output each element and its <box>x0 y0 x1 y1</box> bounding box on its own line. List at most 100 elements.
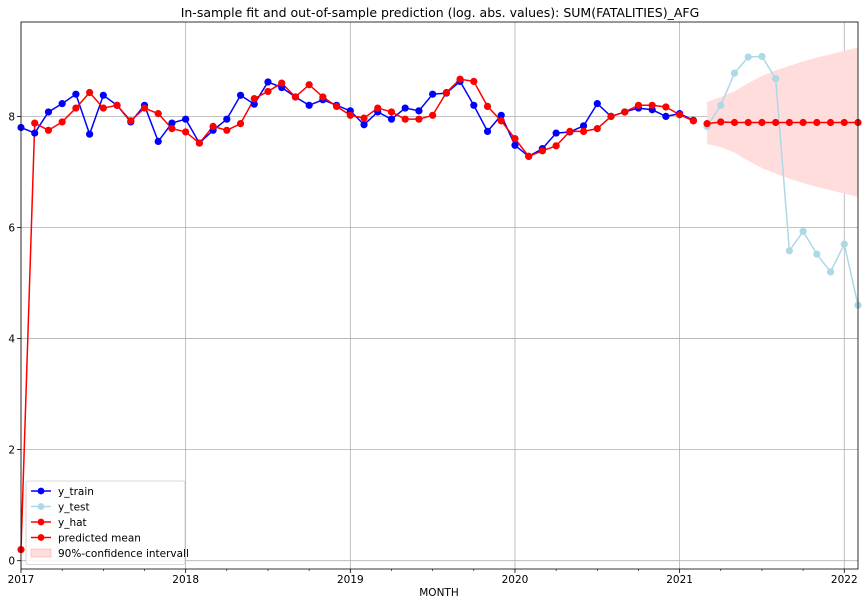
data-point-y-hat <box>305 81 313 89</box>
data-point-predicted-mean <box>772 118 780 127</box>
data-point-y-hat <box>621 108 629 116</box>
data-point-y-hat <box>127 117 135 125</box>
data-point-predicted-mean <box>799 118 807 127</box>
data-point-y-hat <box>689 117 697 125</box>
data-point-y-train <box>415 107 423 115</box>
data-point-y-hat <box>360 114 368 122</box>
data-point-y-hat <box>442 88 450 97</box>
x-tick-label: 2017 <box>8 574 35 586</box>
y-tick-label: 6 <box>8 222 15 234</box>
data-point-y-hat <box>511 135 519 143</box>
data-point-y-hat <box>470 77 478 86</box>
data-point-y-hat <box>538 147 547 155</box>
data-point-y-train <box>154 137 162 145</box>
legend-marker <box>37 487 45 495</box>
data-point-y-train <box>483 127 492 135</box>
data-point-predicted-mean <box>813 118 821 127</box>
x-tick-label: 2021 <box>666 574 693 586</box>
data-point-predicted-mean <box>758 118 766 127</box>
x-axis-label: MONTH <box>419 587 459 599</box>
data-point-y-test <box>813 250 821 258</box>
data-point-predicted-mean <box>744 118 752 127</box>
data-point-y-test <box>717 101 725 109</box>
data-point-y-train <box>236 91 245 99</box>
data-point-y-hat <box>140 104 149 112</box>
data-point-y-train <box>593 100 601 108</box>
y-tick-label: 8 <box>8 111 15 123</box>
data-point-y-hat <box>579 127 588 135</box>
series-line-y-train <box>20 80 694 158</box>
data-point-y-hat <box>552 142 560 150</box>
data-point-y-test <box>799 227 807 235</box>
data-point-y-train <box>662 112 670 121</box>
data-point-y-train <box>552 129 560 137</box>
data-point-y-hat <box>72 104 80 112</box>
plot-area-frame <box>20 21 859 570</box>
legend-patch-swatch <box>30 548 52 558</box>
data-point-y-hat <box>31 119 39 127</box>
y-tick-label: 2 <box>8 445 15 457</box>
legend-marker <box>37 503 45 510</box>
data-point-y-hat <box>236 120 245 128</box>
data-point-y-hat <box>346 111 354 119</box>
data-point-y-hat <box>607 112 615 121</box>
data-point-y-hat <box>415 115 423 123</box>
data-point-y-hat <box>332 102 341 111</box>
data-point-y-hat <box>154 110 162 118</box>
data-point-y-hat <box>58 118 66 126</box>
data-point-predicted-mean <box>785 118 793 127</box>
data-point-y-train <box>264 78 272 86</box>
data-point-y-hat <box>566 127 574 135</box>
data-point-y-test <box>744 53 752 61</box>
x-tick-label: 2019 <box>337 574 364 586</box>
data-point-y-train <box>168 119 176 127</box>
data-point-y-test <box>758 52 766 61</box>
data-point-y-train <box>99 91 107 99</box>
data-point-y-hat <box>209 122 217 131</box>
data-point-y-train <box>223 115 231 123</box>
legend-marker <box>37 534 45 541</box>
data-point-y-hat <box>483 102 492 111</box>
data-point-y-hat <box>387 108 396 116</box>
data-point-y-train <box>579 122 588 130</box>
data-point-y-train <box>511 141 519 149</box>
y-tick-label: 0 <box>8 556 15 568</box>
data-point-y-hat <box>113 101 121 109</box>
legend-label: y_hat <box>58 517 87 529</box>
legend-label: y_train <box>58 486 94 498</box>
data-point-y-hat <box>44 126 53 134</box>
data-point-y-hat <box>250 95 258 103</box>
x-tick-label: 2018 <box>172 574 199 586</box>
data-point-y-hat <box>497 117 505 125</box>
data-point-y-hat <box>525 152 533 160</box>
data-point-y-test <box>785 247 793 255</box>
data-point-y-hat <box>195 139 203 147</box>
data-point-y-hat <box>676 111 684 119</box>
data-point-y-test <box>730 69 739 77</box>
data-point-y-hat <box>593 125 601 133</box>
legend: y_train y_test y_hat predicted mean 90%-conf… <box>25 480 189 565</box>
data-point-y-hat <box>662 103 670 111</box>
x-tick-label: 2022 <box>831 574 858 586</box>
data-point-y-hat <box>319 93 327 101</box>
data-point-y-test <box>826 268 835 276</box>
series-line-y-test <box>706 55 859 306</box>
data-point-y-hat <box>264 87 272 96</box>
data-point-y-train <box>44 108 53 116</box>
legend-label: 90%-confidence intervall <box>58 548 189 560</box>
legend-marker <box>37 518 45 526</box>
chart-title: In-sample fit and out-of-sample predicti… <box>181 5 700 20</box>
data-point-predicted-mean <box>840 118 848 127</box>
legend-label: predicted mean <box>58 533 141 545</box>
data-point-y-train <box>72 90 80 98</box>
data-point-y-test <box>840 240 848 248</box>
data-point-y-hat <box>291 93 300 101</box>
data-point-y-hat <box>401 115 409 123</box>
data-point-y-hat <box>223 126 231 134</box>
y-tick-label: 4 <box>8 334 15 346</box>
data-point-y-train <box>250 100 258 108</box>
x-tick-label: 2020 <box>502 574 529 586</box>
data-point-y-train <box>182 115 190 123</box>
legend-frame <box>25 480 186 565</box>
